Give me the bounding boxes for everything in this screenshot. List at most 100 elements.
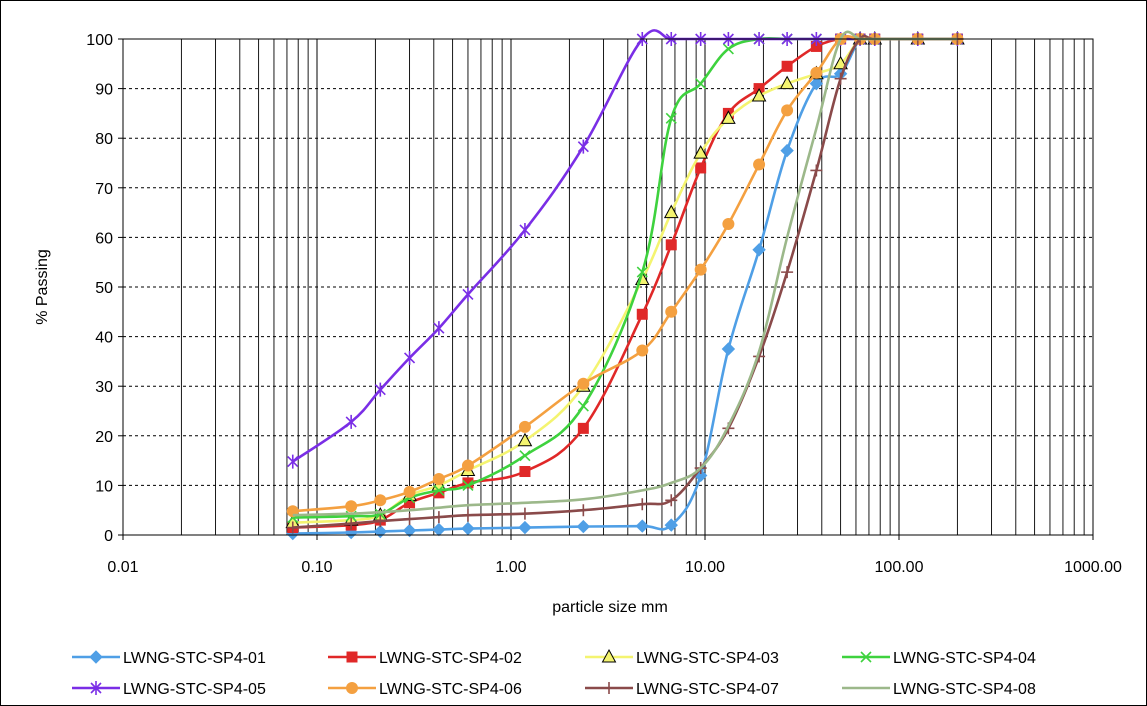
legend-label: LWNG-STC-SP4-07 bbox=[636, 681, 779, 698]
data-point bbox=[432, 522, 446, 537]
data-point bbox=[809, 76, 824, 91]
data-point bbox=[403, 350, 416, 365]
data-point bbox=[665, 112, 677, 124]
y-tick-label: 80 bbox=[95, 131, 113, 148]
legend: LWNG-STC-SP4-01 LWNG-STC-SP4-02 LWNG-STC-S… bbox=[72, 648, 1036, 698]
data-point bbox=[345, 500, 358, 513]
y-tick-label: 60 bbox=[95, 230, 113, 247]
data-point bbox=[665, 305, 678, 318]
data-point bbox=[403, 513, 416, 526]
legend-item: LWNG-STC-SP4-04 bbox=[842, 650, 1036, 667]
legend-label: LWNG-STC-SP4-03 bbox=[636, 650, 779, 667]
data-point bbox=[721, 342, 736, 356]
legend-label: LWNG-STC-SP4-01 bbox=[123, 650, 266, 667]
data-point bbox=[577, 422, 589, 434]
data-point bbox=[577, 504, 590, 517]
legend-swatch-marker bbox=[89, 650, 103, 664]
data-point bbox=[374, 382, 386, 397]
x-tick-label: 100.00 bbox=[875, 559, 924, 576]
x-tick-label: 0.01 bbox=[107, 559, 138, 576]
data-point bbox=[518, 520, 532, 535]
data-point bbox=[345, 414, 357, 429]
data-point bbox=[635, 519, 649, 533]
data-point bbox=[462, 287, 474, 302]
data-point bbox=[461, 459, 474, 472]
y-tick-label: 0 bbox=[104, 528, 113, 545]
x-tick-label: 0.10 bbox=[301, 559, 332, 576]
data-point bbox=[695, 78, 707, 90]
legend-item: LWNG-STC-SP4-02 bbox=[328, 650, 522, 667]
y-tick-label: 50 bbox=[95, 280, 113, 297]
y-tick-label: 100 bbox=[86, 32, 113, 49]
data-point bbox=[518, 420, 531, 433]
legend-swatch-marker bbox=[346, 651, 358, 663]
data-point bbox=[374, 515, 387, 528]
data-point bbox=[753, 158, 766, 171]
data-point bbox=[462, 479, 474, 491]
data-point bbox=[779, 75, 795, 90]
y-tick-label: 90 bbox=[95, 82, 113, 99]
series-LWNG-STC-SP4-08 bbox=[292, 30, 958, 517]
legend-item: LWNG-STC-SP4-08 bbox=[842, 681, 1036, 698]
legend-item: LWNG-STC-SP4-01 bbox=[72, 650, 266, 667]
data-point bbox=[752, 243, 766, 257]
legend-label: LWNG-STC-SP4-02 bbox=[379, 650, 522, 667]
data-point bbox=[577, 377, 590, 390]
legend-item: LWNG-STC-SP4-06 bbox=[328, 681, 522, 698]
data-point bbox=[810, 164, 823, 177]
data-point bbox=[834, 72, 847, 85]
data-point bbox=[751, 87, 767, 102]
x-tick-label: 10.00 bbox=[685, 559, 725, 576]
grid bbox=[122, 38, 1093, 535]
data-point bbox=[833, 55, 848, 70]
data-point bbox=[374, 494, 387, 507]
legend-swatch-marker bbox=[346, 682, 358, 694]
data-point bbox=[693, 145, 709, 159]
data-point bbox=[636, 498, 649, 511]
y-tick-label: 40 bbox=[95, 330, 113, 347]
data-point bbox=[433, 484, 445, 496]
data-point bbox=[433, 321, 445, 336]
data-point bbox=[519, 466, 531, 478]
legend-label: LWNG-STC-SP4-04 bbox=[893, 650, 1036, 667]
data-point bbox=[403, 485, 416, 498]
data-point bbox=[780, 143, 794, 158]
data-point bbox=[519, 450, 531, 462]
x-tick-label: 1000.00 bbox=[1064, 559, 1122, 576]
y-tick-label: 30 bbox=[95, 379, 113, 396]
data-point bbox=[286, 521, 299, 534]
data-point bbox=[781, 104, 794, 117]
data-point bbox=[636, 344, 649, 357]
y-tick-label: 10 bbox=[95, 478, 113, 495]
x-tick-label: 1.00 bbox=[495, 559, 526, 576]
data-point bbox=[665, 239, 677, 251]
data-point bbox=[576, 519, 591, 534]
legend-item: LWNG-STC-SP4-03 bbox=[585, 648, 779, 667]
data-point bbox=[636, 308, 648, 320]
legend-label: LWNG-STC-SP4-06 bbox=[379, 681, 522, 698]
legend-label: LWNG-STC-SP4-08 bbox=[893, 681, 1036, 698]
y-tick-label: 70 bbox=[95, 181, 113, 198]
plot-area bbox=[123, 39, 1093, 535]
data-point bbox=[810, 66, 823, 79]
legend-swatch-marker bbox=[601, 648, 617, 663]
data-point bbox=[722, 43, 734, 55]
data-point bbox=[345, 517, 358, 530]
legend-swatch-marker bbox=[860, 651, 872, 663]
data-point bbox=[432, 511, 445, 524]
y-axis-title: % Passing bbox=[34, 249, 51, 325]
legend-swatch-marker bbox=[603, 682, 615, 694]
data-point bbox=[461, 509, 474, 522]
data-point bbox=[665, 494, 678, 507]
data-point bbox=[287, 454, 299, 469]
data-point bbox=[519, 222, 531, 237]
data-point bbox=[517, 432, 533, 447]
legend-item: LWNG-STC-SP4-05 bbox=[72, 681, 266, 698]
x-axis-title: particle size mm bbox=[552, 599, 668, 616]
data-point bbox=[577, 400, 589, 412]
data-point bbox=[636, 266, 648, 278]
data-point bbox=[402, 523, 417, 538]
data-point bbox=[694, 263, 707, 276]
data-point bbox=[721, 110, 736, 124]
data-point bbox=[664, 518, 678, 532]
